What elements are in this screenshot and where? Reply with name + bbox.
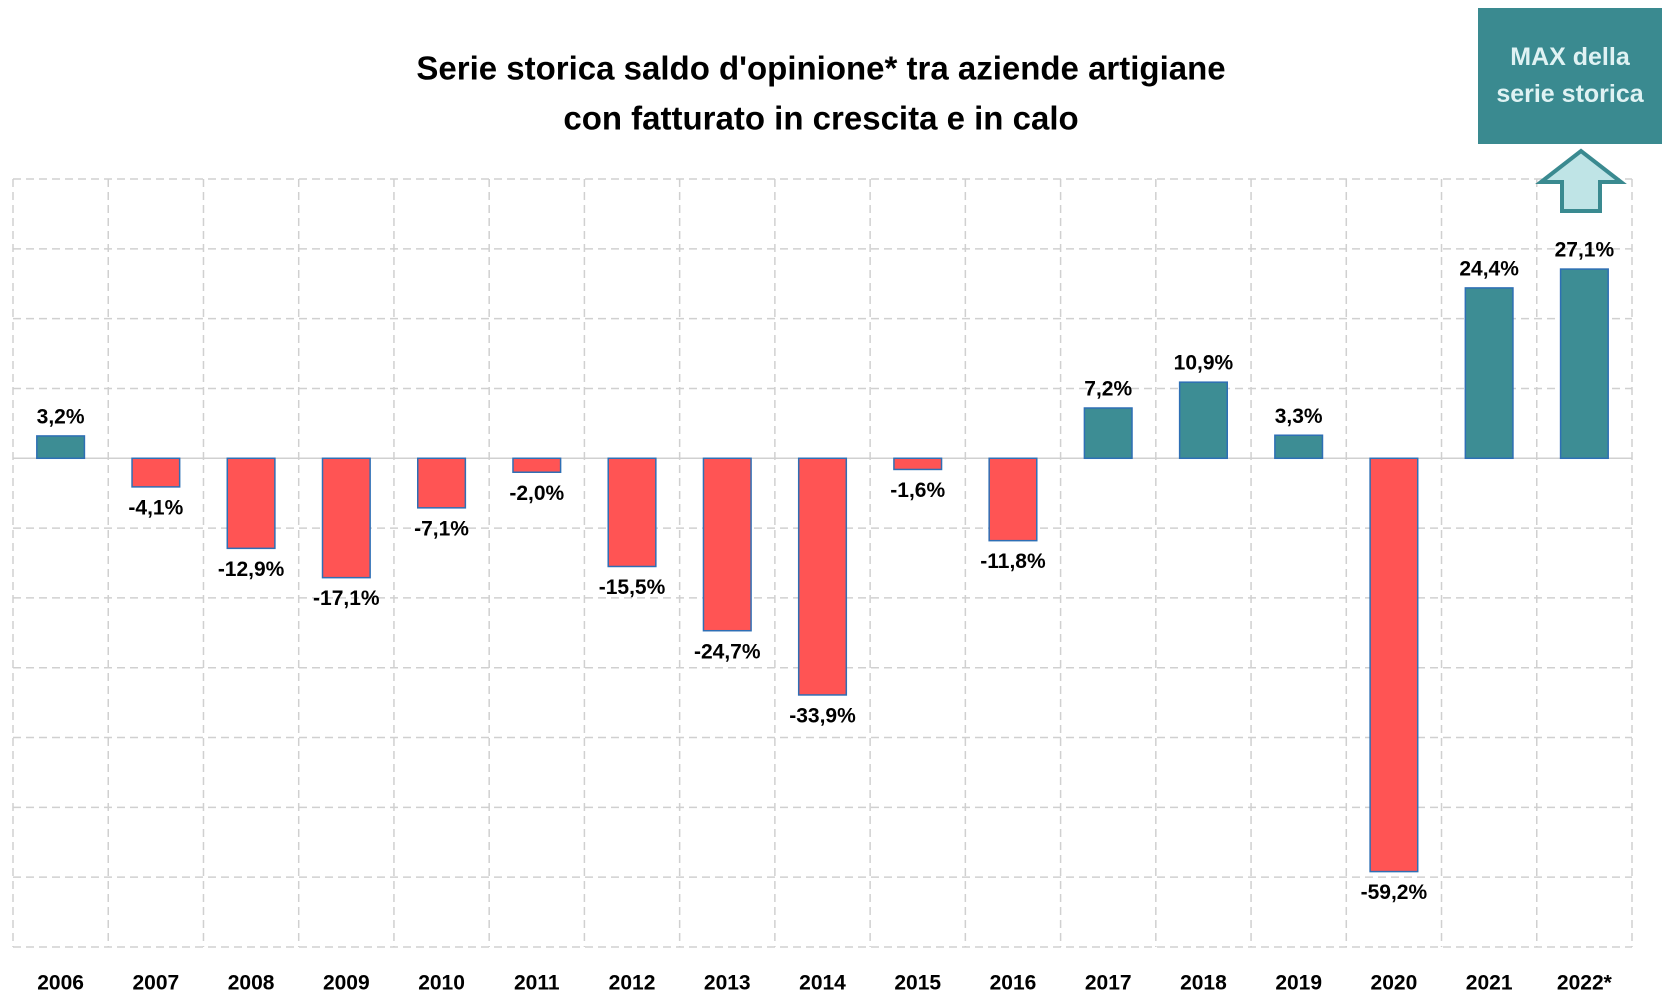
bar <box>1178 381 1228 460</box>
x-tick-label: 2006 <box>37 972 84 995</box>
data-label: -7,1% <box>414 517 469 540</box>
data-label: -4,1% <box>128 496 183 519</box>
data-label: -17,1% <box>313 587 380 610</box>
data-label: -12,9% <box>218 558 285 581</box>
x-tick-label: 2011 <box>514 972 560 995</box>
data-label: -24,7% <box>694 640 761 663</box>
bar <box>607 457 657 568</box>
data-label: 10,9% <box>1174 352 1234 375</box>
data-label: 24,4% <box>1459 257 1519 280</box>
x-tick-label: 2016 <box>990 972 1037 995</box>
data-label: -59,2% <box>1361 881 1428 904</box>
data-label: -33,9% <box>789 705 856 728</box>
chart-title: con fatturato in crescita e in calo <box>563 100 1078 137</box>
x-tick-label: 2020 <box>1371 972 1418 995</box>
bar <box>702 457 752 632</box>
arrow <box>1535 148 1627 213</box>
x-tick-label: 2014 <box>799 972 846 995</box>
data-label: 27,1% <box>1555 239 1615 262</box>
data-label: -11,8% <box>980 550 1046 573</box>
x-tick-label: 2007 <box>132 972 179 995</box>
bar <box>1464 287 1514 460</box>
x-tick-label: 2015 <box>894 972 941 995</box>
data-label: -15,5% <box>599 576 666 599</box>
data-label: 3,3% <box>1275 405 1323 428</box>
data-label: -1,6% <box>890 479 945 502</box>
bar <box>893 457 943 471</box>
bar <box>512 457 562 473</box>
data-label: -2,0% <box>509 482 564 505</box>
chart-title: Serie storica saldo d'opinione* tra azie… <box>416 50 1225 87</box>
bar <box>36 435 86 460</box>
bar <box>226 457 276 550</box>
x-tick-label: 2019 <box>1275 972 1322 995</box>
bar <box>1274 434 1324 460</box>
bar <box>417 457 467 509</box>
bar <box>131 457 181 488</box>
x-tick-label: 2008 <box>228 972 275 995</box>
x-tick-label: 2021 <box>1466 972 1513 995</box>
bar <box>988 457 1038 542</box>
data-label: 7,2% <box>1084 378 1132 401</box>
x-tick-label: 2012 <box>609 972 656 995</box>
x-tick-label: 2017 <box>1085 972 1132 995</box>
bar <box>1559 268 1609 460</box>
x-tick-label: 2010 <box>418 972 465 995</box>
bar <box>1369 457 1419 873</box>
bar <box>321 457 371 579</box>
x-tick-label: 2013 <box>704 972 751 995</box>
x-tick-label: 2009 <box>323 972 370 995</box>
bar <box>1083 407 1133 460</box>
x-tick-label: 2022* <box>1557 972 1613 995</box>
annotation: MAX della serie storica <box>1478 8 1662 144</box>
bar <box>797 457 848 696</box>
x-tick-label: 2018 <box>1180 972 1227 995</box>
data-label: 3,2% <box>37 405 85 428</box>
